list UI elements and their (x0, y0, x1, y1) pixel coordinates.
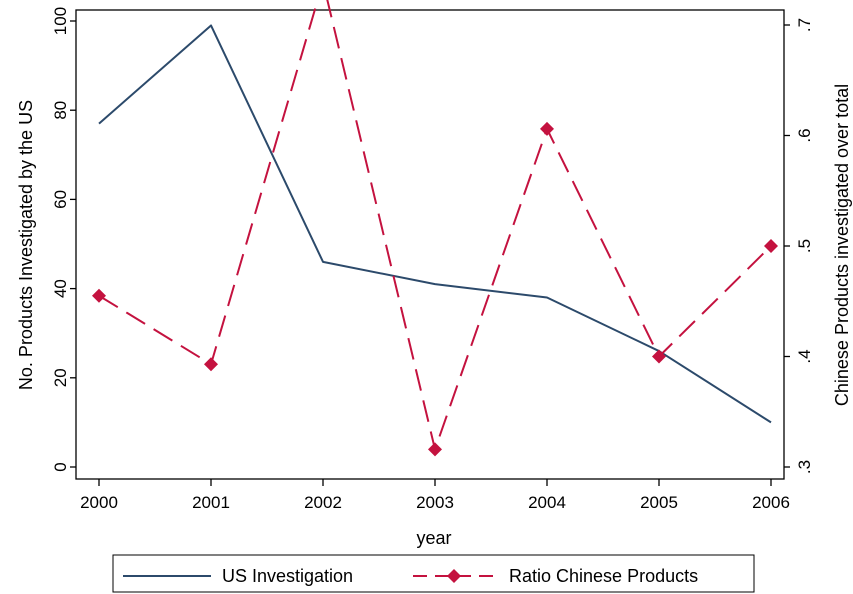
left-tick-label: 40 (51, 279, 70, 298)
data-point-diamond (540, 121, 554, 136)
right-y-axis: .3 .4 .5 .6 .7 (784, 18, 814, 474)
left-tick-label: 80 (51, 101, 70, 120)
x-tick-label: 2003 (416, 493, 454, 512)
left-tick-label: 20 (51, 368, 70, 387)
x-tick-label: 2001 (192, 493, 230, 512)
x-tick-label: 2000 (80, 493, 118, 512)
x-axis-title: year (416, 528, 451, 548)
legend-marker-diamond (447, 569, 461, 583)
left-tick-label: 0 (51, 462, 70, 471)
data-point-diamond (428, 442, 442, 457)
legend: US Investigation Ratio Chinese Products (112, 554, 755, 593)
data-point-diamond (764, 239, 778, 253)
right-axis-title: Chinese Products investigated over total (832, 84, 852, 406)
data-point-diamond (92, 288, 106, 303)
x-tick-label: 2005 (640, 493, 678, 512)
right-tick-label: .5 (795, 239, 814, 253)
legend-label-us-investigation: US Investigation (222, 566, 353, 586)
x-tick-label: 2004 (528, 493, 566, 512)
x-tick-label: 2006 (752, 493, 790, 512)
data-point-diamond (652, 349, 666, 364)
left-tick-label: 100 (51, 7, 70, 35)
left-y-axis: 0 20 40 60 80 100 (51, 7, 76, 472)
data-point-diamond (204, 357, 218, 372)
left-tick-label: 60 (51, 190, 70, 209)
right-tick-label: .7 (795, 18, 814, 32)
legend-box (112, 554, 755, 593)
legend-label-ratio-chinese-products: Ratio Chinese Products (509, 566, 698, 586)
series-layer (92, 0, 778, 457)
right-tick-label: .6 (795, 128, 814, 142)
plot-area-frame (75, 9, 785, 480)
x-axis: 2000 2001 2002 2003 2004 2005 2006 (80, 479, 790, 512)
left-axis-title: No. Products Investigated by the US (16, 100, 36, 390)
right-tick-label: .4 (795, 349, 814, 363)
right-tick-label: .3 (795, 460, 814, 474)
x-tick-label: 2002 (304, 493, 342, 512)
